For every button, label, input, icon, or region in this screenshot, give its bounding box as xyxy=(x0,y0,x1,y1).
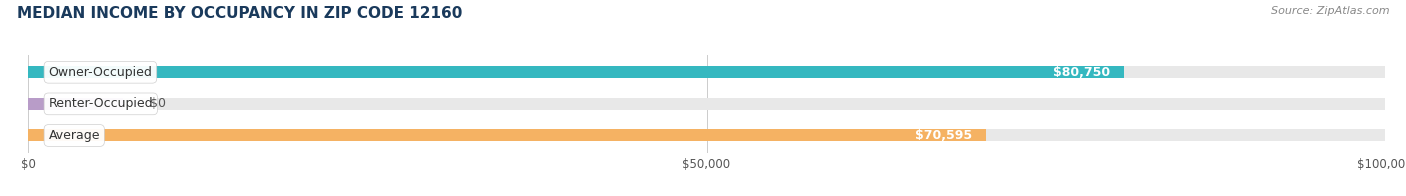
Text: Average: Average xyxy=(48,129,100,142)
Text: Source: ZipAtlas.com: Source: ZipAtlas.com xyxy=(1271,6,1389,16)
Bar xyxy=(28,130,986,142)
Text: Renter-Occupied: Renter-Occupied xyxy=(48,97,153,110)
Text: $70,595: $70,595 xyxy=(915,129,973,142)
Text: $0: $0 xyxy=(150,97,166,110)
Text: Owner-Occupied: Owner-Occupied xyxy=(48,66,152,79)
Text: MEDIAN INCOME BY OCCUPANCY IN ZIP CODE 12160: MEDIAN INCOME BY OCCUPANCY IN ZIP CODE 1… xyxy=(17,6,463,21)
Bar xyxy=(28,66,1123,78)
Bar xyxy=(28,130,1385,142)
Bar xyxy=(28,66,1385,78)
Bar xyxy=(28,98,1385,110)
Text: $80,750: $80,750 xyxy=(1053,66,1111,79)
Bar xyxy=(28,98,124,110)
